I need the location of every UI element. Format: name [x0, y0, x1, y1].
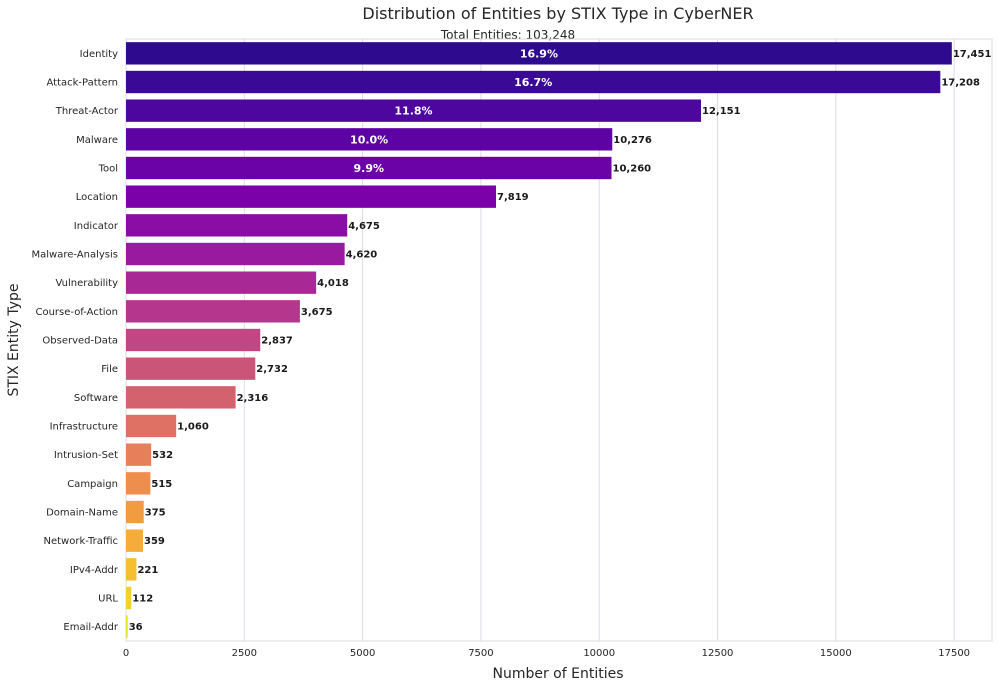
category-label: File: [101, 364, 118, 375]
bar: [126, 529, 143, 552]
category-label: Domain-Name: [46, 508, 118, 519]
percent-label: 10.0%: [350, 133, 388, 146]
x-tick-label: 15000: [820, 648, 852, 659]
value-label: 7,819: [497, 192, 529, 203]
category-label: Tool: [98, 164, 118, 175]
value-label: 10,276: [613, 135, 652, 146]
x-axis-label: Number of Entities: [492, 666, 624, 682]
category-label: Network-Traffic: [44, 536, 119, 547]
value-label: 2,837: [261, 336, 293, 347]
value-label: 17,451: [953, 49, 992, 60]
value-label: 4,675: [348, 221, 380, 232]
category-label: Threat-Actor: [55, 106, 119, 117]
category-label: Location: [76, 192, 118, 203]
x-tick-label: 2500: [232, 648, 257, 659]
value-label: 2,316: [237, 393, 269, 404]
bar: [126, 500, 144, 524]
bar: [126, 128, 613, 151]
value-label: 17,208: [941, 78, 980, 89]
bar: [126, 615, 128, 638]
value-label: 375: [145, 508, 166, 519]
category-label: Intrusion-Set: [54, 450, 118, 461]
chart-title: Distribution of Entities by STIX Type in…: [362, 4, 754, 23]
category-label: Infrastructure: [50, 422, 118, 433]
bar: [126, 586, 132, 610]
x-tick-label: 17500: [938, 648, 970, 659]
x-tick-label: 10000: [583, 648, 615, 659]
bar: [126, 386, 236, 409]
x-tick-label: 12500: [702, 648, 734, 659]
value-label: 10,260: [613, 164, 652, 175]
x-tick-label: 5000: [350, 648, 375, 659]
value-label: 4,620: [346, 250, 378, 261]
value-label: 532: [152, 450, 173, 461]
value-label: 2,732: [256, 364, 288, 375]
bar: [126, 328, 261, 352]
category-label: Observed-Data: [42, 336, 118, 347]
category-label: Email-Addr: [63, 622, 118, 633]
x-tick-label: 0: [123, 648, 129, 659]
percent-label: 9.9%: [354, 162, 385, 175]
bar: [126, 472, 151, 495]
percent-label: 11.8%: [394, 105, 432, 118]
bar: [126, 99, 702, 122]
category-label: IPv4-Addr: [70, 565, 119, 576]
bar: [126, 271, 317, 294]
bar: [126, 414, 177, 438]
bar: [126, 558, 137, 581]
value-label: 1,060: [177, 422, 209, 433]
category-label: Software: [74, 393, 118, 404]
category-label: Attack-Pattern: [46, 78, 118, 89]
bar: [126, 214, 348, 237]
percent-label: 16.7%: [514, 76, 552, 89]
x-tick-label: 7500: [468, 648, 493, 659]
percent-label: 16.9%: [520, 47, 558, 60]
value-label: 3,675: [301, 307, 333, 318]
bar: [126, 242, 345, 266]
value-label: 4,018: [317, 278, 349, 289]
bar: [126, 42, 952, 65]
bar: [126, 185, 497, 208]
category-label: Identity: [80, 49, 118, 60]
category-label: Vulnerability: [55, 278, 118, 289]
value-label: 221: [137, 565, 158, 576]
bar: [126, 357, 256, 380]
value-label: 36: [129, 622, 143, 633]
bar: [126, 156, 612, 180]
category-label: Malware: [76, 135, 118, 146]
bar: [126, 443, 152, 466]
category-label: Malware-Analysis: [32, 250, 118, 261]
value-label: 359: [144, 536, 165, 547]
category-label: Indicator: [74, 221, 119, 232]
category-label: Course-of-Action: [35, 307, 118, 318]
value-label: 12,151: [702, 106, 741, 117]
value-label: 515: [151, 479, 172, 490]
category-label: Campaign: [67, 479, 118, 490]
category-label: URL: [98, 594, 118, 605]
value-label: 112: [132, 594, 153, 605]
bar: [126, 70, 941, 94]
bar: [126, 300, 300, 323]
